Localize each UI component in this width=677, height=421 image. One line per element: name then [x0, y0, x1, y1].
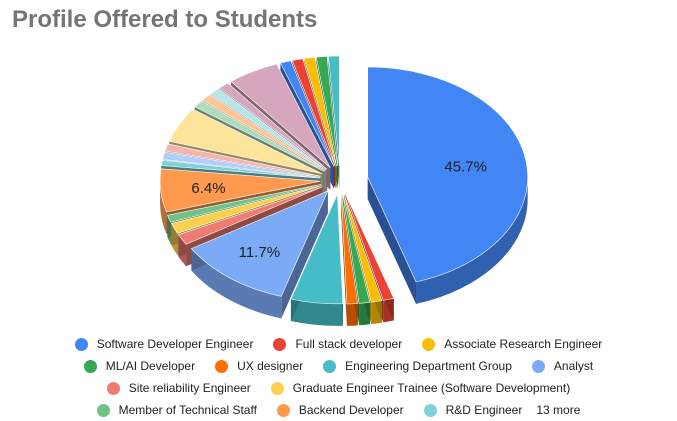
- slice-wall-4: [346, 303, 358, 326]
- legend-label: Associate Research Engineer: [444, 337, 603, 351]
- legend-item[interactable]: Member of Technical Staff: [96, 403, 257, 417]
- legend-color-dot: [106, 381, 120, 395]
- pie-slice-17[interactable]: [210, 88, 327, 171]
- legend-row: Software Developer Engineer Full stack de…: [0, 333, 677, 355]
- legend-item[interactable]: Software Developer Engineer: [74, 337, 254, 351]
- slice-wall-10: [160, 181, 167, 234]
- pie-slice-2[interactable]: [343, 193, 383, 303]
- legend-label: R&D Engineer: [445, 403, 523, 417]
- pie-slice-24[interactable]: [328, 55, 340, 167]
- legend-color-dot: [74, 337, 88, 351]
- legend-label: Engineering Department Group: [345, 359, 512, 373]
- legend-label: UX designer: [237, 359, 304, 373]
- legend-color-dot: [276, 403, 290, 417]
- legend-item[interactable]: ML/AI Developer: [83, 359, 196, 373]
- legend-more-link[interactable]: 13 more: [536, 403, 581, 417]
- pie-slice-8[interactable]: [170, 185, 322, 234]
- legend-label: ML/AI Developer: [105, 359, 196, 373]
- pie-slice-12[interactable]: [162, 151, 321, 178]
- slice-side-0-1: [367, 177, 417, 304]
- legend-label: Analyst: [553, 359, 594, 373]
- pie-slice-19[interactable]: [230, 63, 331, 168]
- slice-side-6-0: [281, 191, 328, 319]
- legend-item[interactable]: Associate Research Engineer: [422, 337, 602, 351]
- legend-color-dot: [423, 403, 437, 417]
- legend-row: Member of Technical Staff Backend Develop…: [0, 399, 677, 421]
- legend-label: Full stack developer: [295, 337, 403, 351]
- legend-color-dot: [83, 359, 97, 373]
- legend-label: Backend Developer: [298, 403, 404, 417]
- pie-data-labels: 45.7% 11.7% 6.4%: [191, 159, 487, 261]
- slice-data-label: 6.4%: [191, 180, 225, 197]
- pie-chart: 45.7% 11.7% 6.4%: [159, 55, 528, 326]
- legend-item[interactable]: Site reliability Engineer: [106, 381, 251, 395]
- legend-item[interactable]: Full stack developer: [273, 337, 402, 351]
- legend-item[interactable]: Engineering Department Group: [323, 359, 512, 373]
- legend-color-dot: [96, 403, 110, 417]
- pie-slice-15[interactable]: [194, 100, 325, 172]
- pie-slice-6[interactable]: [190, 190, 329, 297]
- pie-slice-13[interactable]: [164, 143, 321, 177]
- pie-slice-23[interactable]: [315, 56, 339, 167]
- legend-color-dot: [215, 359, 229, 373]
- legend-label: Software Developer Engineer: [96, 337, 254, 351]
- pie-slice-4[interactable]: [341, 193, 359, 305]
- pie-slice-11[interactable]: [160, 159, 321, 179]
- pie-slice-21[interactable]: [291, 58, 336, 167]
- pie-slice-18[interactable]: [218, 82, 328, 170]
- pie-slice-10[interactable]: [159, 168, 321, 213]
- legend-item[interactable]: Graduate Engineer Trainee (Software Deve…: [270, 381, 571, 395]
- legend-color-dot: [422, 337, 436, 351]
- pie-slice-22[interactable]: [303, 56, 337, 167]
- legend-label: Member of Technical Staff: [118, 403, 257, 417]
- legend-row: Site reliability Engineer Graduate Engine…: [0, 377, 677, 399]
- legend-color-dot: [531, 359, 545, 373]
- legend-color-dot: [270, 381, 284, 395]
- pie-slice-3[interactable]: [342, 193, 371, 304]
- legend-item[interactable]: R&D Engineer: [423, 403, 523, 417]
- legend-row: ML/AI Developer UX designer Engineering De…: [0, 355, 677, 377]
- slice-wall-0: [416, 177, 528, 304]
- pie-slice-5[interactable]: [290, 193, 344, 305]
- legend-item[interactable]: UX designer: [215, 359, 303, 373]
- pie-slice-20[interactable]: [279, 60, 335, 167]
- slice-wall-5: [290, 299, 343, 326]
- pie-slice-0[interactable]: [367, 66, 528, 283]
- pie-slice-16[interactable]: [201, 94, 326, 171]
- chart-title: Profile Offered to Students: [12, 6, 318, 33]
- pie-slice-9[interactable]: [166, 184, 322, 223]
- slice-data-label: 11.7%: [239, 244, 280, 261]
- pie-slice-7[interactable]: [177, 186, 323, 245]
- slice-wall-6: [191, 248, 282, 319]
- pie-slice-1[interactable]: [345, 193, 395, 301]
- legend-color-dot: [273, 337, 287, 351]
- legend-label: Site reliability Engineer: [128, 381, 251, 395]
- legend: Software Developer Engineer Full stack de…: [0, 333, 677, 421]
- pie-slice-14[interactable]: [168, 108, 323, 175]
- legend-color-dot: [323, 359, 337, 373]
- legend-label: Graduate Engineer Trainee (Software Deve…: [292, 381, 571, 395]
- slice-data-label: 45.7%: [444, 159, 487, 176]
- legend-item[interactable]: Analyst: [531, 359, 594, 373]
- pie-slices: [159, 55, 528, 305]
- legend-item[interactable]: Backend Developer: [276, 403, 404, 417]
